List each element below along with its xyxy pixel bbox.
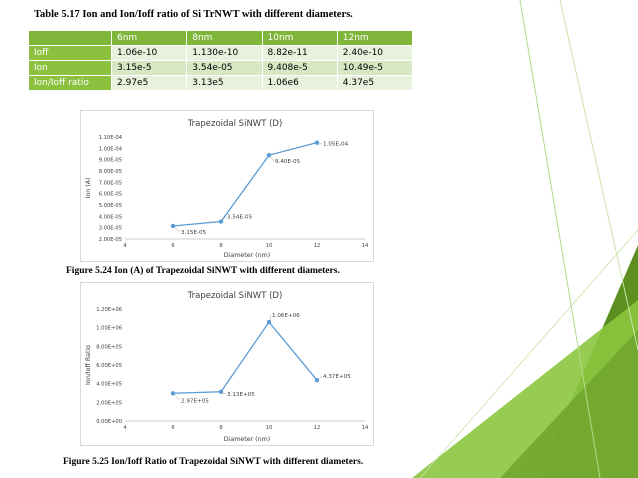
table-header-row: 6nm 8nm 10nm 12nm xyxy=(28,30,414,46)
table-cell: 3.13e5 xyxy=(186,75,263,91)
row-label: Ion/Ioff ratio xyxy=(28,75,112,91)
data-point xyxy=(170,391,176,396)
y-tick-label: 4.00E+05 xyxy=(96,382,122,388)
y-axis-label: Ion/Ioff Ratio xyxy=(85,345,92,385)
x-tick-label: 12 xyxy=(314,425,321,431)
figure-caption-1: Figure 5.24 Ion (A) of Trapezoidal SiNWT… xyxy=(66,266,340,276)
y-tick-label: 9.00E-05 xyxy=(99,158,122,164)
data-label: 3.15E-05 xyxy=(181,230,207,236)
y-tick-label: 7.00E-05 xyxy=(99,180,122,186)
table-cell: 4.37e5 xyxy=(336,75,414,91)
table-header-cell xyxy=(28,30,112,46)
data-label: 3.54E-05 xyxy=(227,215,253,221)
y-tick-label: 3.00E-05 xyxy=(99,226,122,232)
x-axis-label: Diameter (nm) xyxy=(224,252,270,259)
y-tick-label: 1.20E+06 xyxy=(96,307,122,313)
data-label: 3.13E+05 xyxy=(227,392,255,398)
table-cell: 1.06e6 xyxy=(261,75,338,91)
data-label-leader xyxy=(174,394,181,401)
table-title: Table 5.17 Ion and Ion/Ioff ratio of Si … xyxy=(34,9,353,20)
deco-line-3 xyxy=(419,229,638,478)
y-tick-label: 8.00E-05 xyxy=(99,169,122,175)
x-tick-label: 8 xyxy=(219,243,222,249)
x-tick-label: 4 xyxy=(123,425,127,431)
data-point xyxy=(218,389,224,394)
x-tick-label: 8 xyxy=(219,425,222,431)
y-tick-label: 1.10E-04 xyxy=(99,135,123,141)
x-tick-label: 6 xyxy=(171,243,174,249)
table-header-cell: 12nm xyxy=(336,30,414,46)
data-label-leader xyxy=(222,393,227,395)
table-cell: 3.15e-5 xyxy=(110,60,188,76)
y-tick-label: 4.00E-05 xyxy=(99,214,122,220)
deco-line-1 xyxy=(519,0,601,478)
data-label: 4.37E+05 xyxy=(323,374,351,380)
y-tick-label: 1.00E-04 xyxy=(99,146,123,152)
table-row: Ion/Ioff ratio 2.97e5 3.13e5 1.06e6 4.37… xyxy=(28,75,414,91)
row-label: Ioff xyxy=(28,45,112,61)
data-label-leader xyxy=(270,156,275,162)
x-tick-label: 4 xyxy=(123,243,127,249)
data-label-leader xyxy=(222,216,227,221)
ratio-chart-svg: Trapezoidal SiNWT (D) 4 6 8 10 12 14 0.00E+00 2.… xyxy=(85,291,369,443)
data-label: 9.40E-05 xyxy=(275,159,301,165)
data-point xyxy=(218,219,224,224)
x-tick-label: 14 xyxy=(362,243,369,249)
x-tick-label: 6 xyxy=(171,425,174,431)
data-label: 1.06E+06 xyxy=(272,313,300,319)
series-line xyxy=(172,142,318,227)
y-tick-label: 6.00E-05 xyxy=(99,192,122,198)
table-row: Ioff 1.06e-10 1.130e-10 8.82e-11 2.40e-1… xyxy=(28,45,414,61)
y-tick-label: 2.00E-05 xyxy=(99,237,122,243)
y-tick-label: 2.00E+05 xyxy=(96,400,122,406)
data-label: 2.97E+05 xyxy=(181,398,209,404)
data-point xyxy=(266,319,272,325)
y-axis-label: Ion (A) xyxy=(85,178,92,199)
table-cell: 2.40e-10 xyxy=(336,45,414,61)
table-cell: 8.82e-11 xyxy=(261,45,338,61)
data-label: 1.05E-04 xyxy=(323,142,349,148)
y-tick-label: 6.00E+05 xyxy=(96,363,122,369)
ion-chart: Trapezoidal SiNWT (D) 4 6 8 10 12 14 2.00E-05 3.… xyxy=(80,110,374,262)
row-label: Ion xyxy=(28,60,112,76)
table-cell: 1.06e-10 xyxy=(110,45,188,61)
y-tick-label: 5.00E-05 xyxy=(99,203,122,209)
chart-title: Trapezoidal SiNWT (D) xyxy=(187,119,283,129)
table-row: Ion 3.15e-5 3.54e-05 9.408e-5 10.49e-5 xyxy=(28,60,414,76)
data-label-leader xyxy=(318,143,323,145)
chart-title: Trapezoidal SiNWT (D) xyxy=(187,291,283,301)
x-tick-label: 12 xyxy=(314,243,321,249)
y-tick-label: 0.00E+00 xyxy=(96,419,122,425)
x-axis-label: Diameter (nm) xyxy=(224,436,270,443)
data-label-leader xyxy=(174,227,181,233)
data-point xyxy=(266,152,272,158)
table-cell: 2.97e5 xyxy=(110,75,188,91)
table-header-cell: 10nm xyxy=(261,30,338,46)
table-cell: 3.54e-05 xyxy=(186,60,263,76)
deco-line-2 xyxy=(559,0,638,351)
ion-chart-svg: Trapezoidal SiNWT (D) 4 6 8 10 12 14 2.00E-05 3.… xyxy=(85,119,369,259)
table-header-cell: 8nm xyxy=(186,30,263,46)
y-tick-label: 8.00E+05 xyxy=(96,344,122,350)
data-point xyxy=(314,378,320,383)
data-point xyxy=(314,140,320,145)
x-tick-label: 14 xyxy=(362,425,369,431)
y-tick-label: 1.00E+06 xyxy=(96,326,122,332)
x-tick-label: 10 xyxy=(266,243,273,249)
ion-ratio-table: 6nm 8nm 10nm 12nm Ioff 1.06e-10 1.130e-1… xyxy=(28,30,414,91)
table-header-cell: 6nm xyxy=(110,30,188,46)
table-cell: 1.130e-10 xyxy=(186,45,263,61)
ratio-chart: Trapezoidal SiNWT (D) 4 6 8 10 12 14 0.00E+00 2.… xyxy=(80,282,374,446)
x-tick-label: 10 xyxy=(266,425,273,431)
data-label-leader xyxy=(270,315,272,321)
figure-caption-2: Figure 5.25 Ion/Ioff Ratio of Trapezoida… xyxy=(63,457,364,467)
deco-mid-triangle xyxy=(500,330,638,478)
data-point xyxy=(170,223,176,229)
table-cell: 10.49e-5 xyxy=(336,60,414,76)
table-cell: 9.408e-5 xyxy=(261,60,338,76)
series-line xyxy=(172,320,318,394)
data-label-leader xyxy=(318,376,323,379)
